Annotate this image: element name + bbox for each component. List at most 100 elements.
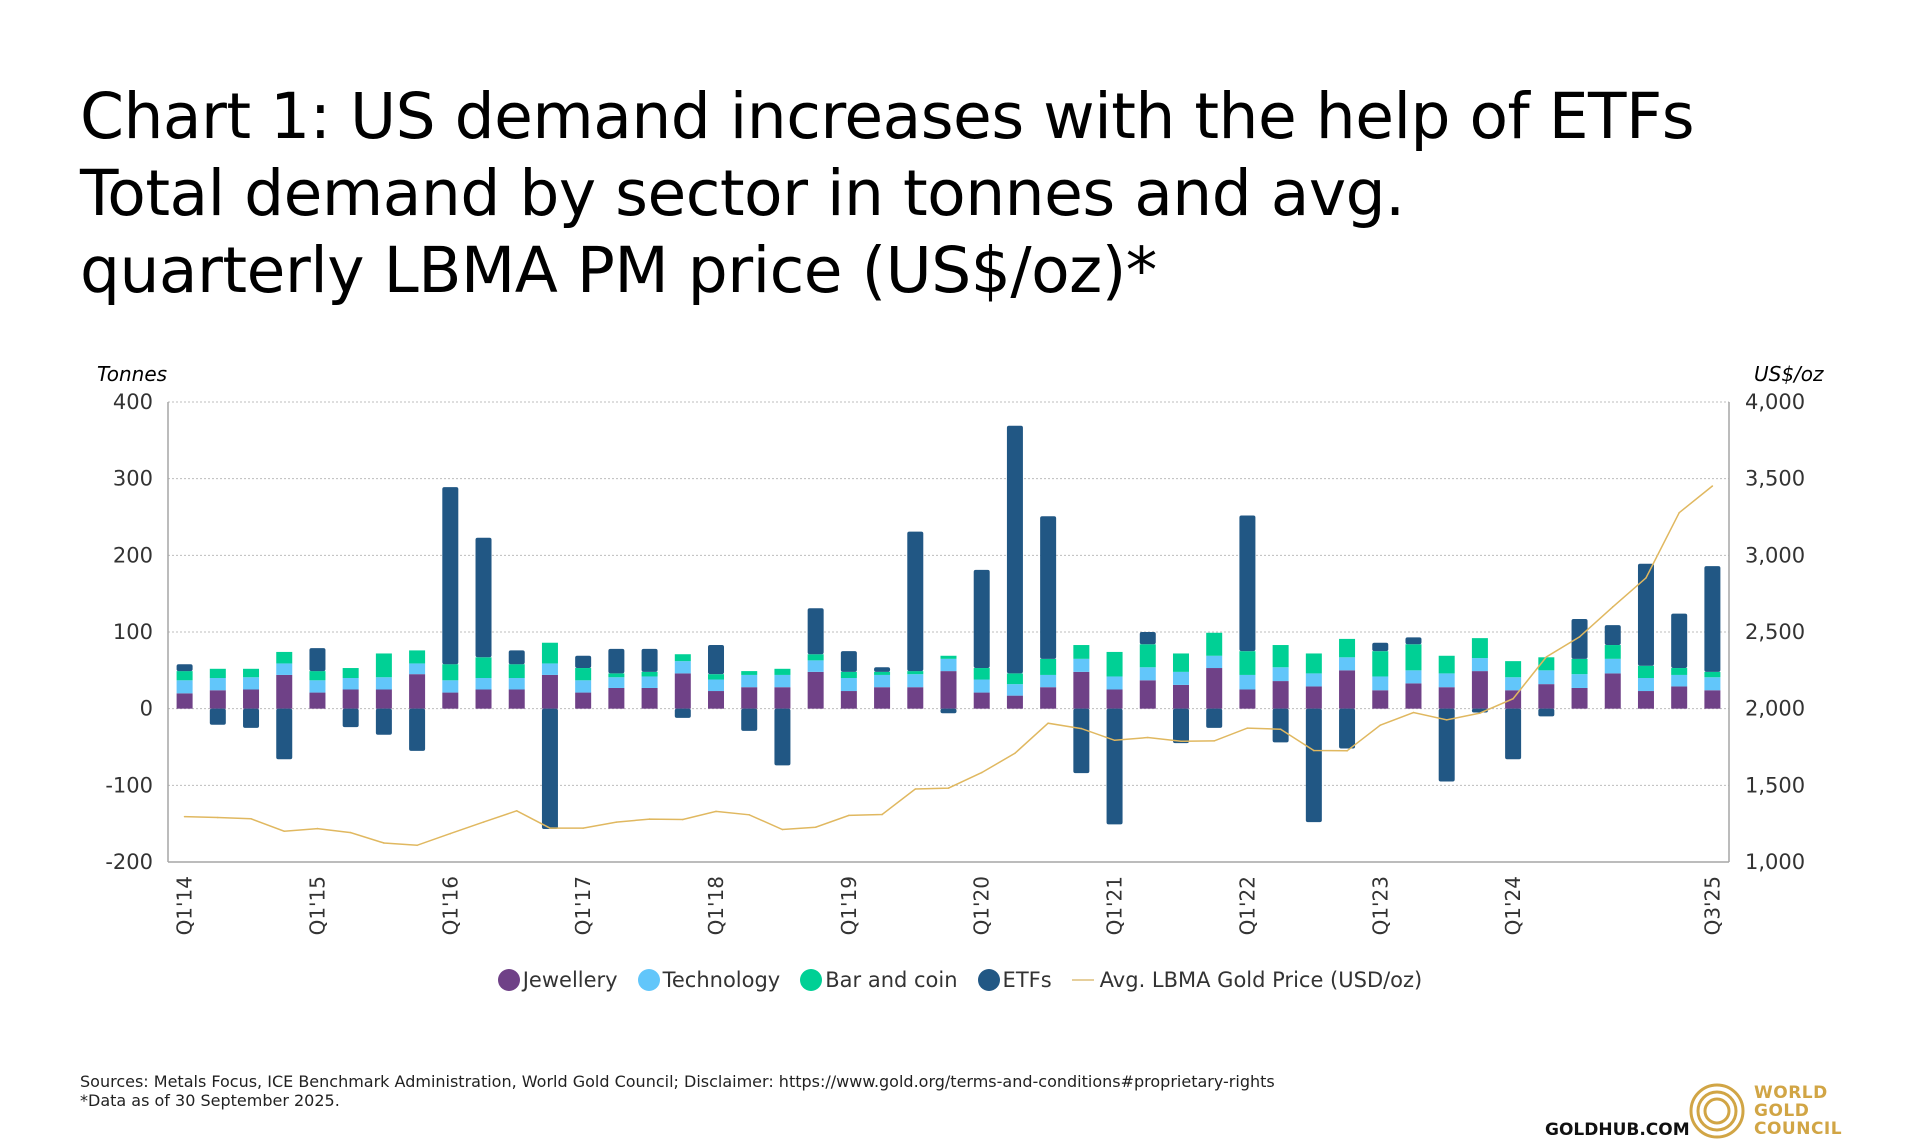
bar-jewellery — [1571, 687, 1588, 709]
x-tick-label: Q1'20 — [970, 876, 994, 935]
y2-tick-label: 3,000 — [1745, 543, 1805, 567]
bar-etfs — [409, 708, 426, 751]
bar-technology — [641, 676, 658, 688]
line-point-gold-price — [1645, 577, 1647, 579]
bar-etfs — [1073, 708, 1090, 774]
bar-jewellery — [1239, 689, 1256, 709]
legend-label: ETFs — [1002, 968, 1052, 992]
line-point-gold-price — [316, 827, 319, 830]
bar-etfs — [1405, 637, 1422, 645]
line-point-gold-price — [1180, 740, 1182, 742]
y-axis-ticks: 400 300 200 100 0 -100 -200 — [105, 390, 153, 874]
goldhub-link[interactable]: GOLDHUB.COM — [1545, 1120, 1690, 1140]
bar-technology — [1538, 670, 1555, 685]
bar-etfs — [276, 708, 293, 760]
bar-technology — [1671, 674, 1688, 687]
line-point-gold-price — [980, 771, 983, 774]
line-point-gold-price — [715, 810, 717, 813]
legend-swatch-gold-price — [1071, 979, 1094, 981]
bar-technology — [1471, 658, 1488, 672]
bar-technology — [442, 680, 459, 693]
bar-technology — [708, 679, 725, 692]
bar-bar-and-coin — [874, 671, 891, 675]
bar-etfs — [442, 487, 459, 665]
bar-etfs — [1505, 708, 1522, 760]
bar-technology — [541, 663, 558, 675]
bar-etfs — [608, 648, 625, 674]
y2-tick-label: 4,000 — [1745, 390, 1805, 414]
bar-technology — [575, 680, 592, 693]
bar-etfs — [1206, 708, 1223, 728]
bar-etfs — [1571, 618, 1588, 659]
bar-technology — [1637, 678, 1654, 692]
bar-jewellery — [1405, 683, 1422, 709]
legend-label: Bar and coin — [825, 968, 958, 992]
bar-technology — [1438, 673, 1455, 688]
logo-wordmark: WORLD GOLD COUNCIL — [1754, 1084, 1842, 1138]
bar-etfs — [209, 708, 226, 725]
bar-jewellery — [1172, 684, 1189, 709]
line-point-gold-price — [1213, 740, 1216, 742]
bar-jewellery — [1040, 687, 1057, 709]
bar-bar-and-coin — [1671, 668, 1688, 675]
bar-bar-and-coin — [442, 664, 459, 681]
legend-item-technology[interactable]: Technology — [637, 968, 780, 992]
bar-jewellery — [608, 687, 625, 709]
bar-jewellery — [674, 673, 691, 709]
bar-technology — [940, 658, 957, 672]
legend-item-etfs[interactable]: ETFs — [977, 968, 1052, 992]
bar-bar-and-coin — [541, 642, 558, 664]
bar-bar-and-coin — [1239, 651, 1256, 675]
gridlines — [168, 401, 1729, 786]
line-point-gold-price — [349, 831, 352, 834]
x-tick-label: Q1'16 — [438, 876, 462, 935]
bar-bar-and-coin — [409, 650, 426, 664]
bar-jewellery — [1671, 686, 1688, 709]
bar-bar-and-coin — [1139, 644, 1156, 668]
bar-etfs — [1305, 708, 1322, 823]
bar-bar-and-coin — [1339, 638, 1356, 658]
bar-etfs — [1006, 425, 1023, 674]
bar-etfs — [1538, 708, 1555, 717]
logo-line: WORLD — [1754, 1083, 1828, 1103]
line-point-gold-price — [1346, 750, 1348, 752]
bar-jewellery — [708, 691, 725, 709]
bar-bar-and-coin — [276, 651, 293, 664]
bar-jewellery — [774, 687, 791, 709]
y-tick-label: 100 — [113, 620, 153, 644]
y2-tick-label: 1,500 — [1745, 773, 1805, 797]
bar-technology — [1172, 671, 1189, 685]
bar-technology — [176, 680, 193, 694]
bar-bar-and-coin — [674, 654, 691, 662]
bar-jewellery — [475, 689, 492, 709]
bar-jewellery — [209, 690, 226, 709]
bar-jewellery — [1438, 687, 1455, 709]
x-tick-label: Q1'19 — [837, 876, 861, 935]
line-point-gold-price — [615, 821, 618, 823]
bar-jewellery — [741, 687, 758, 709]
legend-item-jewellery[interactable]: Jewellery — [497, 968, 618, 992]
bar-etfs — [1671, 613, 1688, 669]
bar-etfs — [1139, 632, 1156, 645]
bar-jewellery — [1073, 671, 1090, 709]
legend-item-bar-and-coin[interactable]: Bar and coin — [800, 968, 958, 992]
bar-bar-and-coin — [508, 664, 525, 678]
y2-tick-label: 2,000 — [1745, 697, 1805, 721]
x-tick-label: Q1'23 — [1368, 876, 1392, 935]
legend-item-gold-price[interactable]: Avg. LBMA Gold Price (USD/oz) — [1071, 968, 1422, 992]
bar-technology — [1272, 667, 1289, 682]
line-point-gold-price — [515, 809, 518, 812]
bar-jewellery — [575, 692, 592, 709]
line-point-gold-price — [1678, 511, 1680, 514]
x-tick-label: Q1'15 — [305, 876, 329, 935]
bar-bar-and-coin — [1438, 655, 1455, 674]
bar-jewellery — [973, 692, 990, 709]
line-point-gold-price — [881, 813, 883, 816]
line-point-gold-price — [947, 787, 950, 789]
line-point-gold-price — [1313, 749, 1315, 752]
bar-technology — [608, 677, 625, 688]
bar-technology — [342, 678, 359, 690]
y-tick-label: 200 — [113, 543, 153, 567]
line-point-gold-price — [1479, 712, 1481, 714]
bar-etfs — [674, 708, 691, 718]
